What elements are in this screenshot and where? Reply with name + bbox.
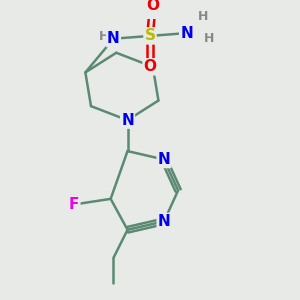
Text: N: N: [158, 152, 170, 167]
Text: O: O: [146, 0, 159, 13]
Text: N: N: [121, 113, 134, 128]
Text: H: H: [98, 30, 109, 43]
Text: S: S: [145, 28, 155, 44]
Text: H: H: [204, 32, 214, 45]
Text: H: H: [198, 10, 208, 23]
Text: F: F: [69, 197, 79, 212]
Text: N: N: [180, 26, 193, 40]
Text: O: O: [143, 59, 157, 74]
Text: N: N: [158, 214, 170, 229]
Text: N: N: [107, 31, 120, 46]
